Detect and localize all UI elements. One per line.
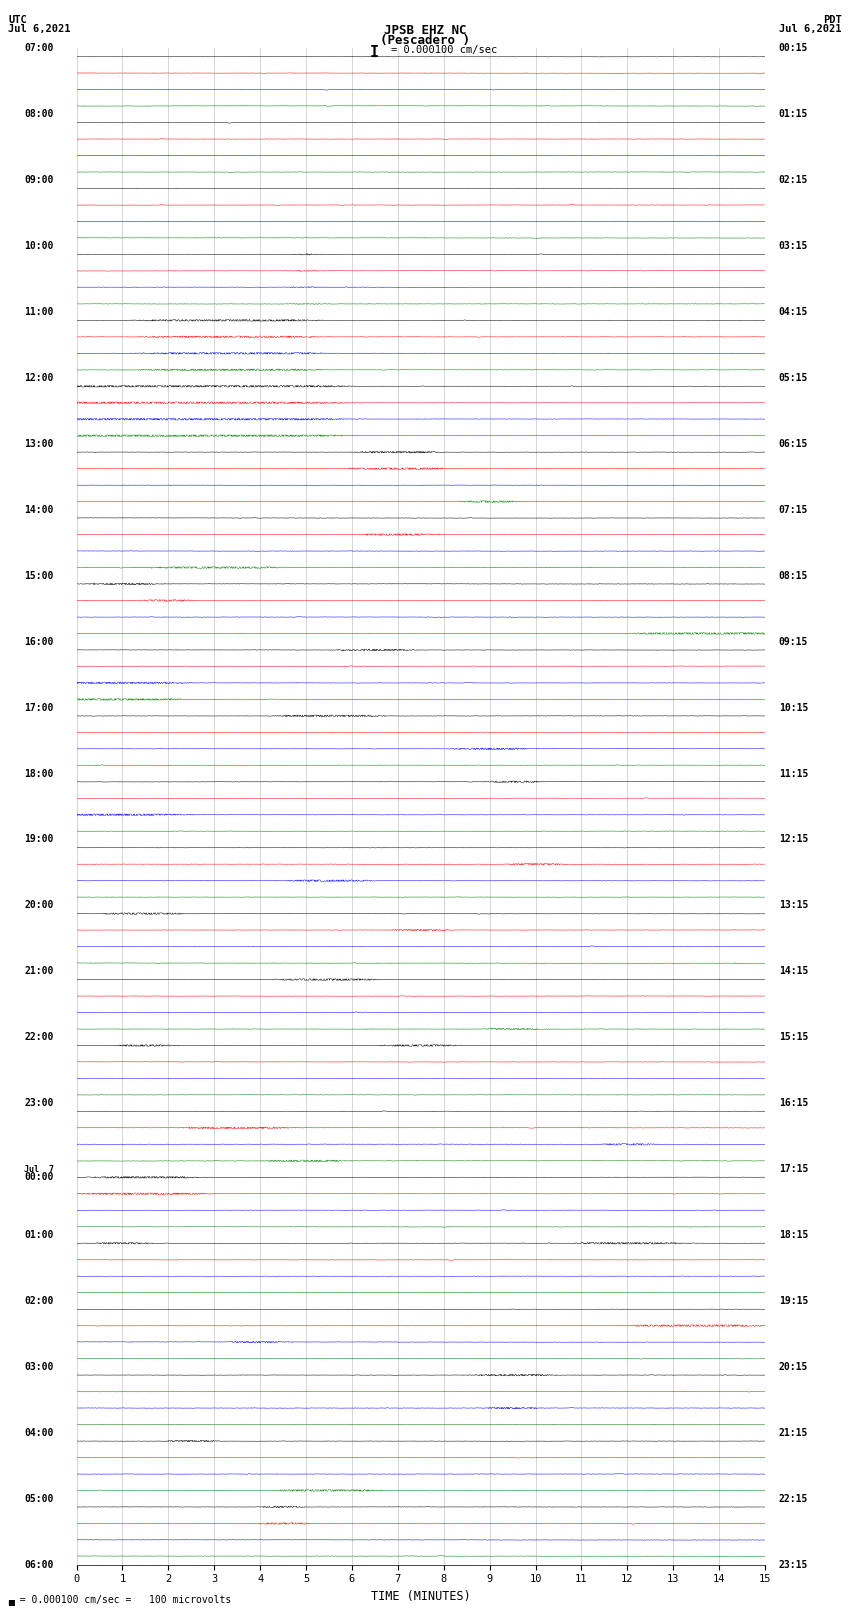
Text: 07:00: 07:00 xyxy=(24,44,54,53)
Text: 13:15: 13:15 xyxy=(779,900,808,910)
Text: 12:15: 12:15 xyxy=(779,834,808,845)
Text: 23:15: 23:15 xyxy=(779,1560,808,1569)
Text: 06:00: 06:00 xyxy=(24,1560,54,1569)
Text: 23:00: 23:00 xyxy=(24,1098,54,1108)
Text: 22:15: 22:15 xyxy=(779,1494,808,1503)
Text: 00:00: 00:00 xyxy=(24,1173,54,1182)
Text: 00:15: 00:15 xyxy=(779,44,808,53)
Text: 10:00: 10:00 xyxy=(24,242,54,252)
Text: 03:15: 03:15 xyxy=(779,242,808,252)
Text: 04:00: 04:00 xyxy=(24,1428,54,1437)
Text: Jul  7: Jul 7 xyxy=(24,1165,54,1174)
Text: 20:00: 20:00 xyxy=(24,900,54,910)
Text: 07:15: 07:15 xyxy=(779,505,808,515)
Text: 12:00: 12:00 xyxy=(24,373,54,382)
X-axis label: TIME (MINUTES): TIME (MINUTES) xyxy=(371,1590,471,1603)
Text: 08:15: 08:15 xyxy=(779,571,808,581)
Text: 04:15: 04:15 xyxy=(779,306,808,318)
Text: 01:15: 01:15 xyxy=(779,110,808,119)
Text: 21:15: 21:15 xyxy=(779,1428,808,1437)
Text: 09:15: 09:15 xyxy=(779,637,808,647)
Text: 21:00: 21:00 xyxy=(24,966,54,976)
Text: 15:00: 15:00 xyxy=(24,571,54,581)
Text: 19:15: 19:15 xyxy=(779,1295,808,1307)
Text: 05:15: 05:15 xyxy=(779,373,808,382)
Text: 14:15: 14:15 xyxy=(779,966,808,976)
Text: 17:00: 17:00 xyxy=(24,703,54,713)
Text: 18:15: 18:15 xyxy=(779,1231,808,1240)
Text: 11:00: 11:00 xyxy=(24,306,54,318)
Text: PDT: PDT xyxy=(823,15,842,24)
Text: = 0.000100 cm/sec: = 0.000100 cm/sec xyxy=(391,45,497,55)
Text: 15:15: 15:15 xyxy=(779,1032,808,1042)
Text: 06:15: 06:15 xyxy=(779,439,808,448)
Text: 09:00: 09:00 xyxy=(24,176,54,185)
Text: 02:00: 02:00 xyxy=(24,1295,54,1307)
Text: 18:00: 18:00 xyxy=(24,768,54,779)
Text: (Pescadero ): (Pescadero ) xyxy=(380,34,470,47)
Text: 10:15: 10:15 xyxy=(779,703,808,713)
Text: 02:15: 02:15 xyxy=(779,176,808,185)
Text: ▄ = 0.000100 cm/sec =   100 microvolts: ▄ = 0.000100 cm/sec = 100 microvolts xyxy=(8,1594,232,1605)
Text: 11:15: 11:15 xyxy=(779,768,808,779)
Text: 05:00: 05:00 xyxy=(24,1494,54,1503)
Text: 16:15: 16:15 xyxy=(779,1098,808,1108)
Text: 19:00: 19:00 xyxy=(24,834,54,845)
Text: 17:15: 17:15 xyxy=(779,1165,808,1174)
Text: 01:00: 01:00 xyxy=(24,1231,54,1240)
Text: 22:00: 22:00 xyxy=(24,1032,54,1042)
Text: JPSB EHZ NC: JPSB EHZ NC xyxy=(383,24,467,37)
Text: Jul 6,2021: Jul 6,2021 xyxy=(8,24,71,34)
Text: 08:00: 08:00 xyxy=(24,110,54,119)
Text: I: I xyxy=(370,45,378,60)
Text: 13:00: 13:00 xyxy=(24,439,54,448)
Text: UTC: UTC xyxy=(8,15,27,24)
Text: 14:00: 14:00 xyxy=(24,505,54,515)
Text: 20:15: 20:15 xyxy=(779,1361,808,1371)
Text: 03:00: 03:00 xyxy=(24,1361,54,1371)
Text: Jul 6,2021: Jul 6,2021 xyxy=(779,24,842,34)
Text: 16:00: 16:00 xyxy=(24,637,54,647)
